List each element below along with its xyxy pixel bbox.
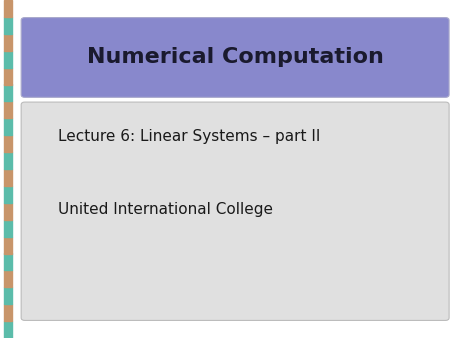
Bar xyxy=(4,270,12,287)
Bar xyxy=(4,304,12,321)
Bar xyxy=(4,17,12,34)
Text: Numerical Computation: Numerical Computation xyxy=(87,47,383,68)
Bar xyxy=(4,254,12,270)
Bar xyxy=(4,0,12,17)
Bar xyxy=(4,186,12,203)
Bar xyxy=(4,287,12,304)
Bar xyxy=(4,34,12,51)
Bar xyxy=(4,51,12,68)
Bar xyxy=(4,237,12,254)
Bar xyxy=(4,152,12,169)
Bar xyxy=(4,220,12,237)
Bar xyxy=(4,169,12,186)
Bar xyxy=(4,321,12,338)
Bar xyxy=(4,203,12,220)
Bar xyxy=(4,135,12,152)
Bar xyxy=(4,118,12,135)
Bar xyxy=(4,84,12,101)
Text: United International College: United International College xyxy=(58,202,274,217)
FancyBboxPatch shape xyxy=(21,18,449,97)
FancyBboxPatch shape xyxy=(21,102,449,320)
Bar xyxy=(4,101,12,118)
Bar xyxy=(4,68,12,84)
Text: Lecture 6: Linear Systems – part II: Lecture 6: Linear Systems – part II xyxy=(58,129,321,144)
